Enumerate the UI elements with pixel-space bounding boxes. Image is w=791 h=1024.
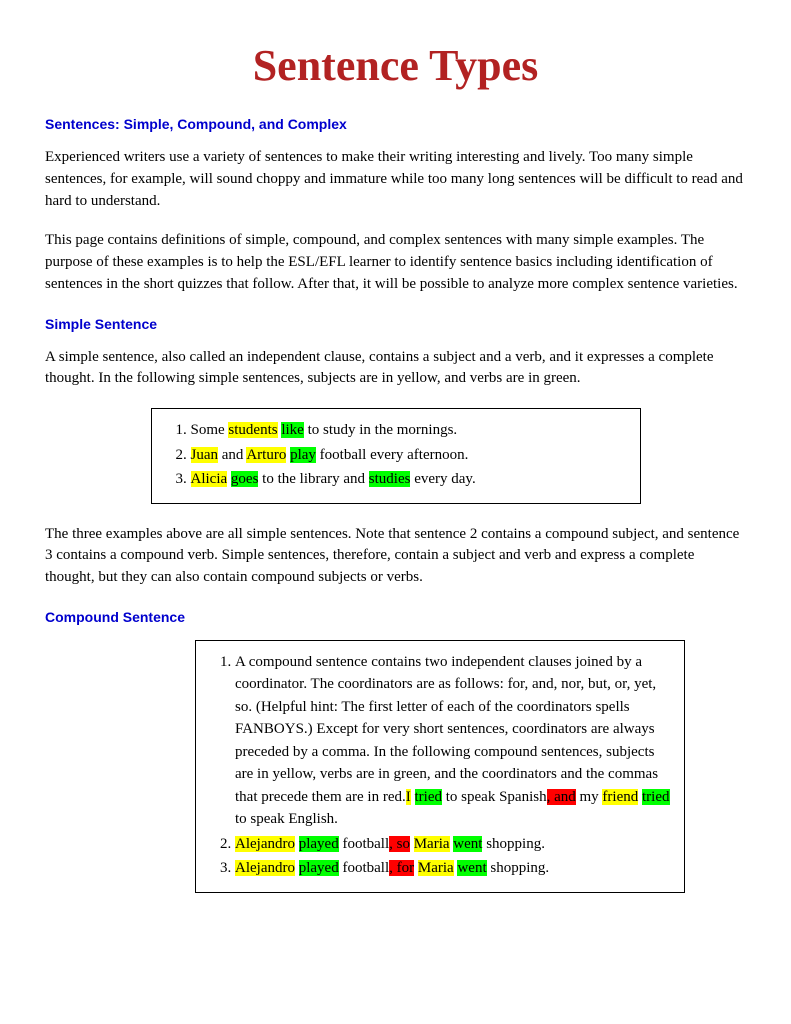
compound-examples-box: A compound sentence contains two indepen… xyxy=(195,640,685,893)
simple-para: A simple sentence, also called an indepe… xyxy=(45,347,746,391)
coordinator-highlight: , and xyxy=(547,789,576,805)
verb-highlight: went xyxy=(453,836,482,852)
subject-highlight: Alicia xyxy=(191,471,228,487)
intro-para-2: This page contains definitions of simple… xyxy=(45,230,746,295)
subject-highlight: Alejandro xyxy=(235,836,295,852)
example-item: Juan and Arturo play football every afte… xyxy=(191,444,626,467)
verb-highlight: goes xyxy=(231,471,259,487)
verb-highlight: went xyxy=(457,860,486,876)
example-item: Alejandro played football, so Maria went… xyxy=(235,833,670,856)
example-item: Some students like to study in the morni… xyxy=(191,419,626,442)
verb-highlight: play xyxy=(290,447,316,463)
subject-highlight: Juan xyxy=(191,447,219,463)
verb-highlight: played xyxy=(299,836,339,852)
simple-follow-para: The three examples above are all simple … xyxy=(45,524,746,589)
simple-heading: Simple Sentence xyxy=(45,316,746,332)
compound-heading: Compound Sentence xyxy=(45,609,746,625)
coordinator-highlight: , so xyxy=(389,836,410,852)
subject-highlight: Arturo xyxy=(246,447,286,463)
example-item: A compound sentence contains two indepen… xyxy=(235,651,670,831)
intro-heading: Sentences: Simple, Compound, and Complex xyxy=(45,116,746,132)
verb-highlight: like xyxy=(281,422,304,438)
example-item: Alejandro played football, for Maria wen… xyxy=(235,857,670,880)
coordinator-highlight: , for xyxy=(389,860,414,876)
verb-highlight: played xyxy=(299,860,339,876)
verb-highlight: tried xyxy=(642,789,670,805)
subject-highlight: I xyxy=(406,789,411,805)
compound-examples-list: A compound sentence contains two indepen… xyxy=(210,651,670,880)
subject-highlight: Alejandro xyxy=(235,860,295,876)
page-title: Sentence Types xyxy=(45,40,746,91)
verb-highlight: tried xyxy=(415,789,443,805)
subject-highlight: students xyxy=(228,422,277,438)
simple-examples-list: Some students like to study in the morni… xyxy=(166,419,626,491)
example-item: Alicia goes to the library and studies e… xyxy=(191,468,626,491)
intro-para-1: Experienced writers use a variety of sen… xyxy=(45,147,746,212)
simple-examples-box: Some students like to study in the morni… xyxy=(151,408,641,504)
subject-highlight: Maria xyxy=(414,836,450,852)
subject-highlight: Maria xyxy=(418,860,454,876)
subject-highlight: friend xyxy=(602,789,638,805)
verb-highlight: studies xyxy=(369,471,411,487)
